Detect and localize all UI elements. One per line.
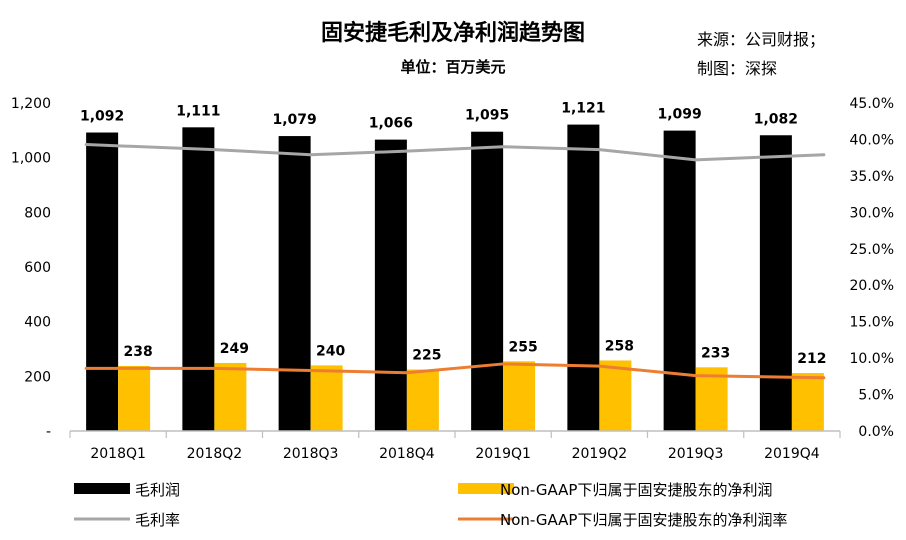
legend-swatch [458, 483, 514, 494]
x-axis-category-label: 2018Q1 [90, 446, 146, 462]
chart-title: 固安捷毛利及净利润趋势图 [321, 20, 585, 46]
gross-profit-data-label: 1,079 [272, 112, 316, 128]
right-axis-tick-label: 25.0% [850, 242, 894, 258]
net-margin-point [212, 366, 216, 370]
right-axis-tick-label: 5.0% [858, 388, 894, 404]
gross-profit-data-label: 1,099 [657, 107, 701, 123]
gross-profit-bar [86, 132, 119, 431]
net-profit-data-label: 233 [701, 345, 730, 361]
gross-profit-bar [278, 136, 311, 431]
left-axis-tick-label: - [46, 424, 51, 440]
net-profit-bar [310, 365, 343, 431]
right-axis-tick-label: 0.0% [858, 424, 894, 440]
x-axis-category-label: 2019Q4 [764, 446, 820, 462]
net-profit-bar [503, 361, 536, 431]
right-axis-tick-label: 45.0% [850, 96, 894, 112]
x-axis-category-label: 2018Q2 [187, 446, 243, 462]
right-axis-tick-label: 20.0% [850, 278, 894, 294]
net-profit-bar [599, 360, 632, 431]
legend-swatch [74, 483, 130, 494]
right-axis-tick-label: 40.0% [850, 132, 894, 148]
net-profit-data-label: 225 [412, 348, 441, 364]
gross-profit-data-label: 1,092 [80, 109, 124, 125]
x-axis-category-label: 2018Q4 [379, 446, 435, 462]
gross-profit-bar [759, 135, 792, 431]
net-margin-point [597, 364, 601, 368]
x-axis-category-label: 2019Q2 [572, 446, 628, 462]
gross-margin-point [309, 153, 313, 157]
gross-profit-data-label: 1,121 [561, 101, 605, 117]
net-margin-point [84, 366, 88, 370]
right-axis-tick-label: 15.0% [850, 315, 894, 331]
gross-profit-bar [182, 127, 215, 432]
author-note: 制图：深探 [697, 59, 777, 78]
gross-profit-bar [663, 130, 696, 431]
legend-label: 毛利率 [135, 511, 180, 529]
gross-profit-data-label: 1,111 [176, 103, 220, 119]
gross-margin-point [501, 145, 505, 149]
chart-subtitle: 单位：百万美元 [400, 58, 505, 76]
net-margin-point [822, 376, 826, 380]
net-profit-bar [214, 362, 247, 431]
legend-label: Non-GAAP下归属于固安捷股东的净利润 [500, 481, 772, 499]
left-axis-tick-label: 400 [24, 315, 51, 331]
gross-profit-bar [374, 139, 407, 432]
right-axis-tick-label: 10.0% [850, 351, 894, 367]
net-profit-data-label: 212 [797, 351, 826, 367]
net-profit-data-label: 258 [605, 338, 634, 354]
net-profit-data-label: 238 [124, 344, 153, 360]
x-axis-category-label: 2019Q1 [475, 446, 531, 462]
right-axis-tick-label: 35.0% [850, 169, 894, 185]
gross-profit-bar [567, 124, 600, 432]
net-profit-data-label: 249 [220, 341, 249, 357]
gross-profit-bar [471, 131, 504, 431]
source-note: 来源：公司财报； [697, 30, 825, 49]
gross-margin-point [822, 153, 826, 157]
net-profit-bar [791, 373, 824, 431]
left-axis-tick-label: 200 [24, 369, 51, 385]
left-axis-tick-label: 1,200 [11, 96, 51, 112]
left-axis-tick-label: 1,000 [11, 151, 51, 167]
net-profit-bar [118, 365, 151, 431]
gross-margin-point [84, 143, 88, 147]
gross-profit-data-label: 1,082 [754, 111, 798, 127]
left-axis-tick-label: 800 [24, 205, 51, 221]
legend-label: Non-GAAP下归属于固安捷股东的净利润率 [500, 511, 787, 529]
gross-margin-point [694, 158, 698, 162]
net-margin-line [86, 362, 824, 380]
net-profit-bar [695, 367, 728, 431]
net-margin-point [694, 374, 698, 378]
gross-profit-data-label: 1,095 [465, 108, 509, 124]
gross-margin-point [405, 149, 409, 153]
net-margin-point [501, 362, 505, 366]
gross-margin-point [597, 148, 601, 152]
gross-profit-data-label: 1,066 [369, 116, 413, 132]
net-margin-point [309, 369, 313, 373]
gross-margin-point [212, 148, 216, 152]
net-profit-bar [406, 369, 439, 431]
legend-label: 毛利润 [135, 481, 180, 499]
net-profit-data-label: 240 [316, 343, 345, 359]
x-axis-category-label: 2019Q3 [668, 446, 724, 462]
left-axis-tick-label: 600 [24, 260, 51, 276]
gross-margin-line [86, 143, 824, 162]
net-margin-point [405, 371, 409, 375]
right-axis-tick-label: 30.0% [850, 205, 894, 221]
x-axis-category-label: 2018Q3 [283, 446, 339, 462]
net-profit-data-label: 255 [509, 339, 538, 355]
